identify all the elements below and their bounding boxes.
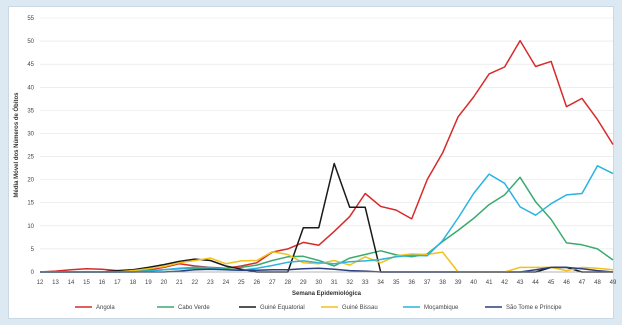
x-tick-label: 39 <box>455 280 462 286</box>
legend: Angola Cabo Verde Guiné Equatorial Guiné Bi… <box>75 305 562 311</box>
legend-label: Guiné Bissau <box>342 305 378 311</box>
x-tick-label: 49 <box>610 280 617 286</box>
x-tick-label: 23 <box>207 280 214 286</box>
legend-label: Guiné Equatorial <box>260 305 305 311</box>
y-tick-label: 30 <box>27 131 34 137</box>
x-tick-label: 33 <box>362 280 369 286</box>
x-tick-label: 38 <box>439 280 446 286</box>
x-tick-label: 28 <box>284 280 291 286</box>
x-tick-label: 30 <box>315 280 322 286</box>
x-tick-label: 27 <box>269 280 276 286</box>
x-tick-label: 12 <box>37 280 44 286</box>
x-tick-label: 46 <box>563 280 570 286</box>
x-tick-label: 31 <box>331 280 338 286</box>
y-tick-label: 5 <box>31 247 35 253</box>
series-line-mocambique <box>40 165 614 273</box>
y-axis-ticks: 0 5 10 15 20 25 30 35 40 45 50 55 <box>27 16 34 276</box>
legend-label: Moçambique <box>424 305 459 311</box>
gridlines <box>40 17 613 250</box>
y-tick-label: 0 <box>31 270 35 276</box>
x-tick-label: 44 <box>532 280 539 286</box>
legend-label: Cabo Verde <box>178 305 210 311</box>
series-line-cabo-verde <box>40 176 614 273</box>
x-tick-label: 20 <box>161 280 168 286</box>
x-tick-label: 14 <box>68 280 75 286</box>
x-tick-label: 40 <box>470 280 477 286</box>
x-tick-label: 22 <box>192 280 199 286</box>
x-tick-label: 32 <box>346 280 353 286</box>
x-tick-label: 42 <box>501 280 508 286</box>
x-tick-label: 24 <box>222 280 229 286</box>
y-tick-label: 15 <box>27 201 34 207</box>
y-tick-label: 10 <box>27 224 34 230</box>
x-tick-label: 13 <box>52 280 59 286</box>
legend-label: São Tome e Príncipe <box>506 305 562 311</box>
x-tick-label: 43 <box>517 280 524 286</box>
x-tick-label: 25 <box>238 280 245 286</box>
y-tick-label: 25 <box>27 155 34 161</box>
chart-frame <box>8 6 614 319</box>
x-tick-label: 34 <box>377 280 384 286</box>
x-tick-label: 36 <box>408 280 415 286</box>
x-tick-label: 18 <box>130 280 137 286</box>
legend-label: Angola <box>96 305 115 311</box>
y-tick-label: 45 <box>27 62 34 68</box>
y-tick-label: 35 <box>27 108 34 114</box>
x-axis-title: Semana Epidemiológica <box>292 291 362 297</box>
x-tick-label: 29 <box>300 280 307 286</box>
x-tick-label: 17 <box>114 280 121 286</box>
x-tick-label: 26 <box>253 280 260 286</box>
y-tick-label: 50 <box>27 39 34 45</box>
y-tick-label: 20 <box>27 178 34 184</box>
y-tick-label: 40 <box>27 85 34 91</box>
x-axis-ticks: 12 13 14 15 16 17 18 19 20 21 22 23 24 25 26 27 28 29 30 31… <box>37 280 617 286</box>
x-tick-label: 47 <box>579 280 586 286</box>
series-line-guine-bissau <box>40 250 614 273</box>
x-tick-label: 35 <box>393 280 400 286</box>
x-tick-label: 37 <box>424 280 431 286</box>
x-tick-label: 48 <box>594 280 601 286</box>
x-tick-label: 45 <box>548 280 555 286</box>
y-axis-title: Média Móvel dos Números de Óbitos <box>12 92 20 198</box>
y-tick-label: 55 <box>27 16 34 22</box>
x-tick-label: 16 <box>99 280 106 286</box>
x-tick-label: 21 <box>176 280 183 286</box>
x-tick-label: 41 <box>486 280 493 286</box>
x-tick-label: 15 <box>83 280 90 286</box>
x-tick-label: 19 <box>145 280 152 286</box>
